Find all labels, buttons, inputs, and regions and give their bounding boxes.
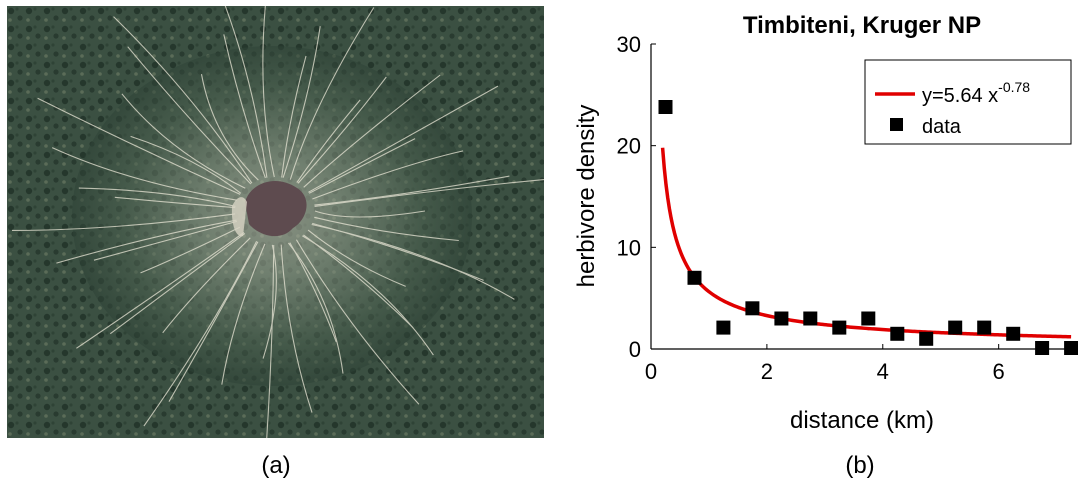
legend-fit-label: y=5.64 x-0.78 bbox=[922, 79, 1030, 107]
trail-path bbox=[168, 241, 259, 402]
trail-path bbox=[280, 244, 313, 413]
trail-path bbox=[297, 76, 387, 184]
trail-path bbox=[308, 85, 499, 193]
x-tick-label: 4 bbox=[877, 359, 889, 384]
trail-path bbox=[295, 239, 420, 405]
trail-path bbox=[303, 74, 441, 188]
trail-path bbox=[51, 147, 238, 201]
trail-path bbox=[162, 237, 251, 334]
panel-b-label: (b) bbox=[845, 452, 875, 479]
y-tick-label: 0 bbox=[629, 337, 641, 362]
trail-path bbox=[143, 240, 258, 427]
fit-curve bbox=[660, 147, 1072, 339]
plot-area: 0 2 4 6 0 10 20 30 bbox=[617, 32, 1078, 384]
density-chart: Timbiteni, Kruger NP herbivore density d… bbox=[573, 12, 1078, 434]
trail-path bbox=[302, 235, 434, 356]
trail-path bbox=[311, 223, 515, 300]
satellite-waterhole-icon bbox=[7, 0, 548, 447]
trail-path bbox=[314, 216, 459, 242]
trail-path bbox=[262, 244, 277, 359]
data-point bbox=[687, 270, 702, 285]
mud-bank bbox=[231, 197, 247, 237]
x-tick-label: 2 bbox=[761, 359, 773, 384]
data-point bbox=[803, 311, 818, 326]
panel-a-label: (a) bbox=[261, 452, 291, 479]
y-tick-label: 30 bbox=[617, 32, 641, 57]
trail-path bbox=[314, 178, 548, 207]
trail-path bbox=[282, 26, 321, 178]
trail-path bbox=[56, 219, 237, 264]
trail-path bbox=[314, 210, 426, 218]
trail-path bbox=[127, 46, 252, 185]
data-point bbox=[774, 311, 789, 326]
trail-path bbox=[265, 244, 275, 447]
data-point bbox=[977, 320, 992, 335]
trail-path bbox=[37, 97, 241, 195]
trail-path bbox=[223, 34, 266, 179]
legend-data-label: data bbox=[922, 116, 962, 138]
data-point bbox=[832, 320, 847, 335]
trail-path bbox=[140, 226, 241, 274]
data-point bbox=[861, 311, 876, 326]
y-tick-label: 10 bbox=[617, 235, 641, 260]
trail-path bbox=[221, 243, 266, 385]
trail-path bbox=[262, 0, 275, 178]
data-point bbox=[1064, 341, 1078, 355]
trail-path bbox=[114, 196, 236, 209]
x-tick-label: 6 bbox=[993, 359, 1005, 384]
waterhole bbox=[245, 180, 307, 237]
x-tick-label: 0 bbox=[645, 359, 657, 384]
data-point bbox=[1006, 326, 1021, 341]
trail-path bbox=[287, 242, 344, 374]
animal-trails bbox=[11, 0, 548, 447]
data-point bbox=[948, 320, 963, 335]
trail-path bbox=[308, 138, 416, 194]
chart-title: Timbiteni, Kruger NP bbox=[743, 12, 981, 39]
trail-path bbox=[130, 135, 242, 194]
trail-path bbox=[200, 74, 259, 181]
data-point bbox=[745, 301, 760, 316]
trail-path bbox=[307, 229, 406, 287]
x-axis-label: distance (km) bbox=[790, 407, 934, 434]
legend: y=5.64 x-0.78 data bbox=[864, 59, 1072, 145]
data-point bbox=[1035, 341, 1050, 355]
trail-path bbox=[78, 187, 236, 207]
trail-path bbox=[314, 175, 510, 206]
trail-path bbox=[93, 220, 238, 261]
trail-path bbox=[121, 93, 246, 189]
y-axis-label: herbivore density bbox=[573, 105, 600, 288]
trail-path bbox=[312, 150, 464, 200]
aerial-photo bbox=[7, 0, 548, 447]
data-point bbox=[658, 100, 673, 114]
trail-path bbox=[281, 55, 307, 178]
trail-path bbox=[223, 1, 268, 178]
legend-data-swatch bbox=[890, 118, 903, 131]
trail-path bbox=[76, 232, 245, 349]
trail-path bbox=[11, 213, 236, 231]
trail-path bbox=[289, 7, 375, 180]
trail-path bbox=[109, 232, 246, 335]
trail-path bbox=[296, 99, 361, 183]
data-point bbox=[919, 331, 934, 346]
data-point bbox=[716, 320, 731, 335]
trail-path bbox=[113, 16, 253, 184]
data-point bbox=[890, 326, 905, 341]
y-tick-label: 20 bbox=[617, 134, 641, 159]
